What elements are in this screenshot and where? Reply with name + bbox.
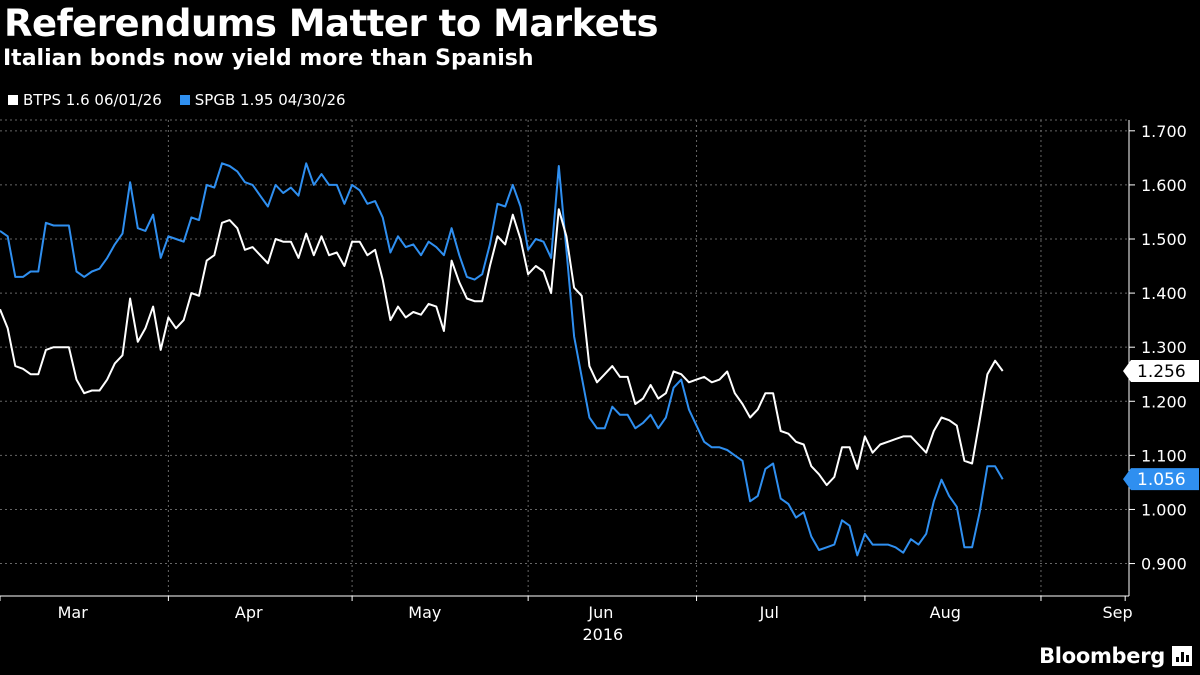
brand-name: Bloomberg bbox=[1039, 644, 1165, 668]
grid bbox=[0, 119, 1129, 596]
legend-label-btps: BTPS 1.6 06/01/26 bbox=[23, 91, 162, 109]
y-tick-label: 1.100 bbox=[1141, 446, 1187, 465]
badge-label-btps: 1.256 bbox=[1137, 362, 1186, 382]
legend: BTPS 1.6 06/01/26 SPGB 1.95 04/30/26 bbox=[8, 91, 346, 109]
x-tick-label: Sep bbox=[1102, 603, 1132, 622]
badge-label-spgb: 1.056 bbox=[1137, 470, 1186, 490]
x-tick-label: Mar bbox=[58, 603, 89, 622]
badge-spgb bbox=[1123, 468, 1199, 491]
legend-item-btps[interactable]: BTPS 1.6 06/01/26 bbox=[8, 91, 162, 109]
series-lines bbox=[0, 162, 1004, 557]
last-value-badges: 1.256 1.056 bbox=[1123, 359, 1199, 491]
chart-title: Referendums Matter to Markets bbox=[4, 2, 659, 45]
y-tick-label: 0.900 bbox=[1141, 555, 1187, 574]
series-line-spgb bbox=[0, 162, 1004, 557]
y-tick-label: 1.400 bbox=[1141, 284, 1187, 303]
y-tick-label: 1.500 bbox=[1141, 230, 1187, 249]
axes: 0.900 1.000 1.100 1.200 1.300 1.400 1.500 1.600… bbox=[0, 120, 1187, 644]
x-tick-label: Aug bbox=[930, 603, 961, 622]
y-tick-label: 1.600 bbox=[1141, 176, 1187, 195]
bloomberg-terminal-icon bbox=[1172, 646, 1192, 666]
legend-swatch-spgb bbox=[179, 95, 190, 105]
x-tick-label: Apr bbox=[235, 603, 263, 622]
legend-item-spgb[interactable]: SPGB 1.95 04/30/26 bbox=[179, 91, 346, 109]
x-tick-label: Jul bbox=[759, 603, 779, 622]
bloomberg-logo: Bloomberg bbox=[1039, 644, 1192, 668]
chart-subtitle: Italian bonds now yield more than Spanis… bbox=[3, 46, 534, 71]
x-year-label: 2016 bbox=[582, 625, 623, 644]
y-tick-label: 1.200 bbox=[1141, 392, 1187, 411]
legend-label-spgb: SPGB 1.95 04/30/26 bbox=[194, 91, 346, 109]
y-tick-label: 1.700 bbox=[1141, 122, 1187, 141]
series-line-btps bbox=[0, 208, 1004, 487]
x-tick-label: May bbox=[408, 603, 441, 622]
legend-swatch-btps bbox=[8, 95, 18, 105]
y-tick-label: 1.000 bbox=[1141, 500, 1187, 519]
y-tick-label: 1.300 bbox=[1141, 338, 1187, 357]
badge-btps bbox=[1123, 359, 1199, 382]
x-tick-label: Jun bbox=[587, 603, 613, 622]
